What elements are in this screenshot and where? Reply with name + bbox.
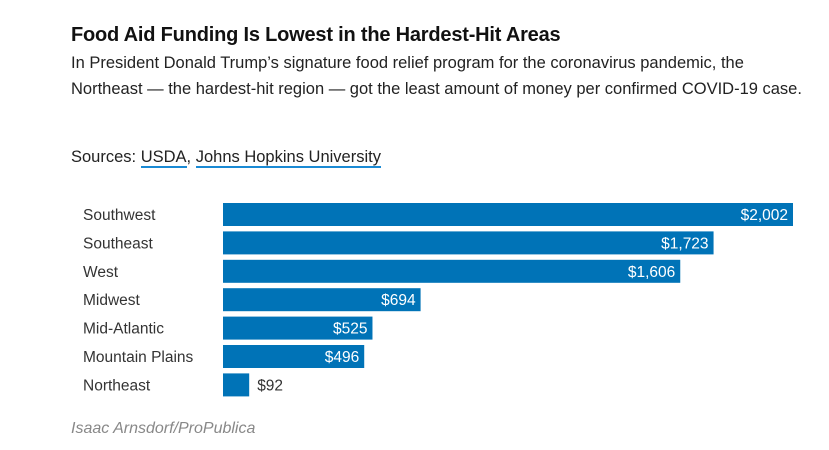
data-label: $1,723 [661, 235, 708, 252]
category-label: Southeast [83, 235, 153, 252]
bar-midwest [223, 288, 421, 312]
bar-mid-atlantic [223, 316, 373, 340]
data-label: $92 [257, 377, 283, 394]
bar-southeast [223, 231, 714, 255]
sources-separator: , [186, 148, 196, 166]
data-label: $525 [333, 321, 367, 338]
category-label: Mid-Atlantic [83, 321, 164, 338]
bar-northeast [223, 373, 250, 397]
category-label: Southwest [83, 207, 156, 224]
category-label: Northeast [83, 377, 151, 394]
credit: Isaac Arnsdorf/ProPublica [71, 420, 256, 437]
category-label: West [83, 264, 119, 281]
bar-mountain-plains [223, 345, 365, 368]
sources-label: Sources: [71, 148, 141, 166]
data-label: $1,606 [628, 264, 675, 281]
data-label: $2,002 [741, 207, 788, 224]
bar-west [223, 259, 681, 283]
category-label: Mountain Plains [83, 349, 194, 366]
source-link-usda[interactable]: USDA [140, 148, 187, 168]
category-label: Midwest [83, 292, 141, 309]
chart-subtitle: In President Donald Trump’s signature fo… [71, 54, 802, 98]
data-label: $496 [325, 349, 359, 366]
bar-southwest [223, 203, 793, 226]
chart-title: Food Aid Funding Is Lowest in the Hardes… [71, 24, 561, 46]
sources: Sources: USDA, Johns Hopkins University [71, 148, 381, 168]
source-link-jhu[interactable]: Johns Hopkins University [195, 148, 381, 168]
data-label: $694 [381, 292, 416, 309]
